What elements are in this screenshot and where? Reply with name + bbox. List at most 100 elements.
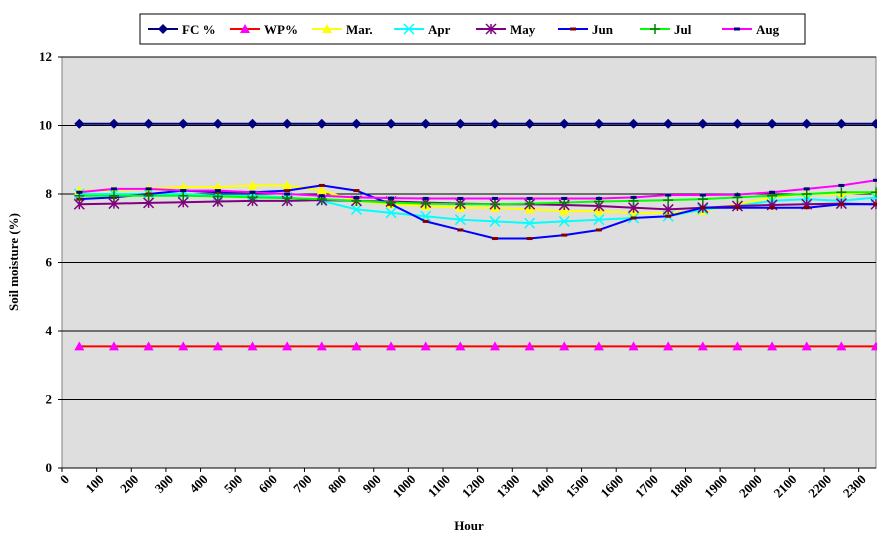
marker	[282, 118, 293, 129]
marker	[178, 182, 189, 192]
marker	[212, 341, 223, 351]
marker	[455, 118, 466, 129]
x-tick-label: 1200	[459, 472, 488, 501]
marker	[489, 118, 500, 129]
y-tick-label: 6	[46, 255, 53, 270]
legend-label: Apr	[428, 22, 451, 37]
marker	[351, 341, 362, 351]
marker	[455, 341, 466, 351]
marker	[489, 199, 500, 210]
marker	[178, 118, 189, 129]
x-tick-label: 200	[117, 472, 141, 496]
marker	[663, 341, 674, 351]
x-tick-label: 300	[152, 472, 176, 496]
legend-label: Jun	[592, 22, 614, 37]
marker	[212, 182, 223, 192]
marker	[836, 341, 847, 351]
series-line	[79, 191, 876, 206]
marker	[801, 193, 813, 205]
marker	[178, 341, 189, 351]
x-tick-label: 900	[359, 472, 383, 496]
x-tick-label: 1000	[390, 472, 419, 501]
y-tick-label: 0	[46, 460, 53, 475]
marker	[628, 118, 639, 129]
x-tick-label: 0	[57, 472, 72, 487]
series	[76, 178, 877, 200]
marker	[143, 341, 154, 351]
marker	[663, 118, 674, 129]
marker	[524, 341, 535, 351]
marker	[662, 203, 674, 215]
marker	[801, 189, 812, 199]
marker	[386, 341, 397, 351]
marker	[108, 118, 119, 129]
marker	[420, 341, 431, 351]
marker	[108, 190, 119, 201]
legend-marker	[650, 24, 660, 34]
marker	[767, 118, 778, 129]
marker	[767, 341, 778, 351]
marker	[732, 341, 743, 351]
x-tick-label: 600	[256, 472, 280, 496]
y-tick-label: 10	[39, 118, 52, 133]
marker	[801, 341, 812, 351]
y-tick-label: 12	[39, 49, 52, 64]
y-axis-label: Soil moisture (%)	[6, 213, 21, 311]
marker	[420, 118, 431, 129]
marker	[386, 118, 397, 129]
legend-marker	[158, 24, 168, 34]
x-tick-label: 1500	[563, 472, 592, 501]
marker	[489, 215, 501, 227]
marker	[732, 118, 743, 129]
marker	[212, 191, 223, 202]
marker	[247, 341, 258, 351]
legend-marker	[322, 24, 332, 33]
marker	[212, 118, 223, 129]
marker	[108, 341, 119, 351]
legend-marker	[403, 23, 415, 35]
series	[74, 187, 877, 210]
legend-marker	[485, 23, 497, 35]
marker	[697, 118, 708, 129]
legend-label: Mar.	[346, 22, 373, 37]
marker	[801, 118, 812, 129]
marker	[871, 341, 877, 351]
marker	[420, 198, 431, 209]
marker	[593, 118, 604, 129]
x-tick-label: 100	[82, 472, 106, 496]
marker	[559, 206, 570, 216]
legend-label: FC %	[182, 22, 216, 37]
x-tick-label: 700	[290, 472, 314, 496]
marker	[871, 118, 877, 129]
legend-marker	[240, 24, 250, 33]
marker	[316, 118, 327, 129]
legend-label: Jul	[674, 22, 692, 37]
x-tick-label: 1100	[425, 472, 453, 500]
marker	[143, 190, 154, 201]
x-tick-label: 2300	[840, 472, 869, 501]
marker	[663, 195, 674, 206]
marker	[74, 341, 85, 351]
x-tick-label: 2100	[771, 472, 800, 501]
marker	[247, 192, 258, 203]
marker	[455, 199, 466, 210]
series	[74, 341, 877, 351]
marker	[524, 217, 536, 229]
marker	[143, 118, 154, 129]
series-line	[79, 184, 877, 214]
marker	[559, 118, 570, 129]
x-tick-label: 1900	[701, 472, 730, 501]
y-tick-label: 2	[46, 392, 53, 407]
marker	[524, 198, 535, 209]
series-line	[79, 179, 877, 200]
marker	[871, 187, 877, 198]
marker	[558, 215, 570, 227]
marker	[73, 198, 85, 210]
x-tick-label: 1600	[597, 472, 626, 501]
x-tick-label: 2200	[805, 472, 834, 501]
series-line	[79, 184, 876, 240]
x-tick-label: 1700	[632, 472, 661, 501]
marker	[697, 341, 708, 351]
marker	[628, 341, 639, 351]
